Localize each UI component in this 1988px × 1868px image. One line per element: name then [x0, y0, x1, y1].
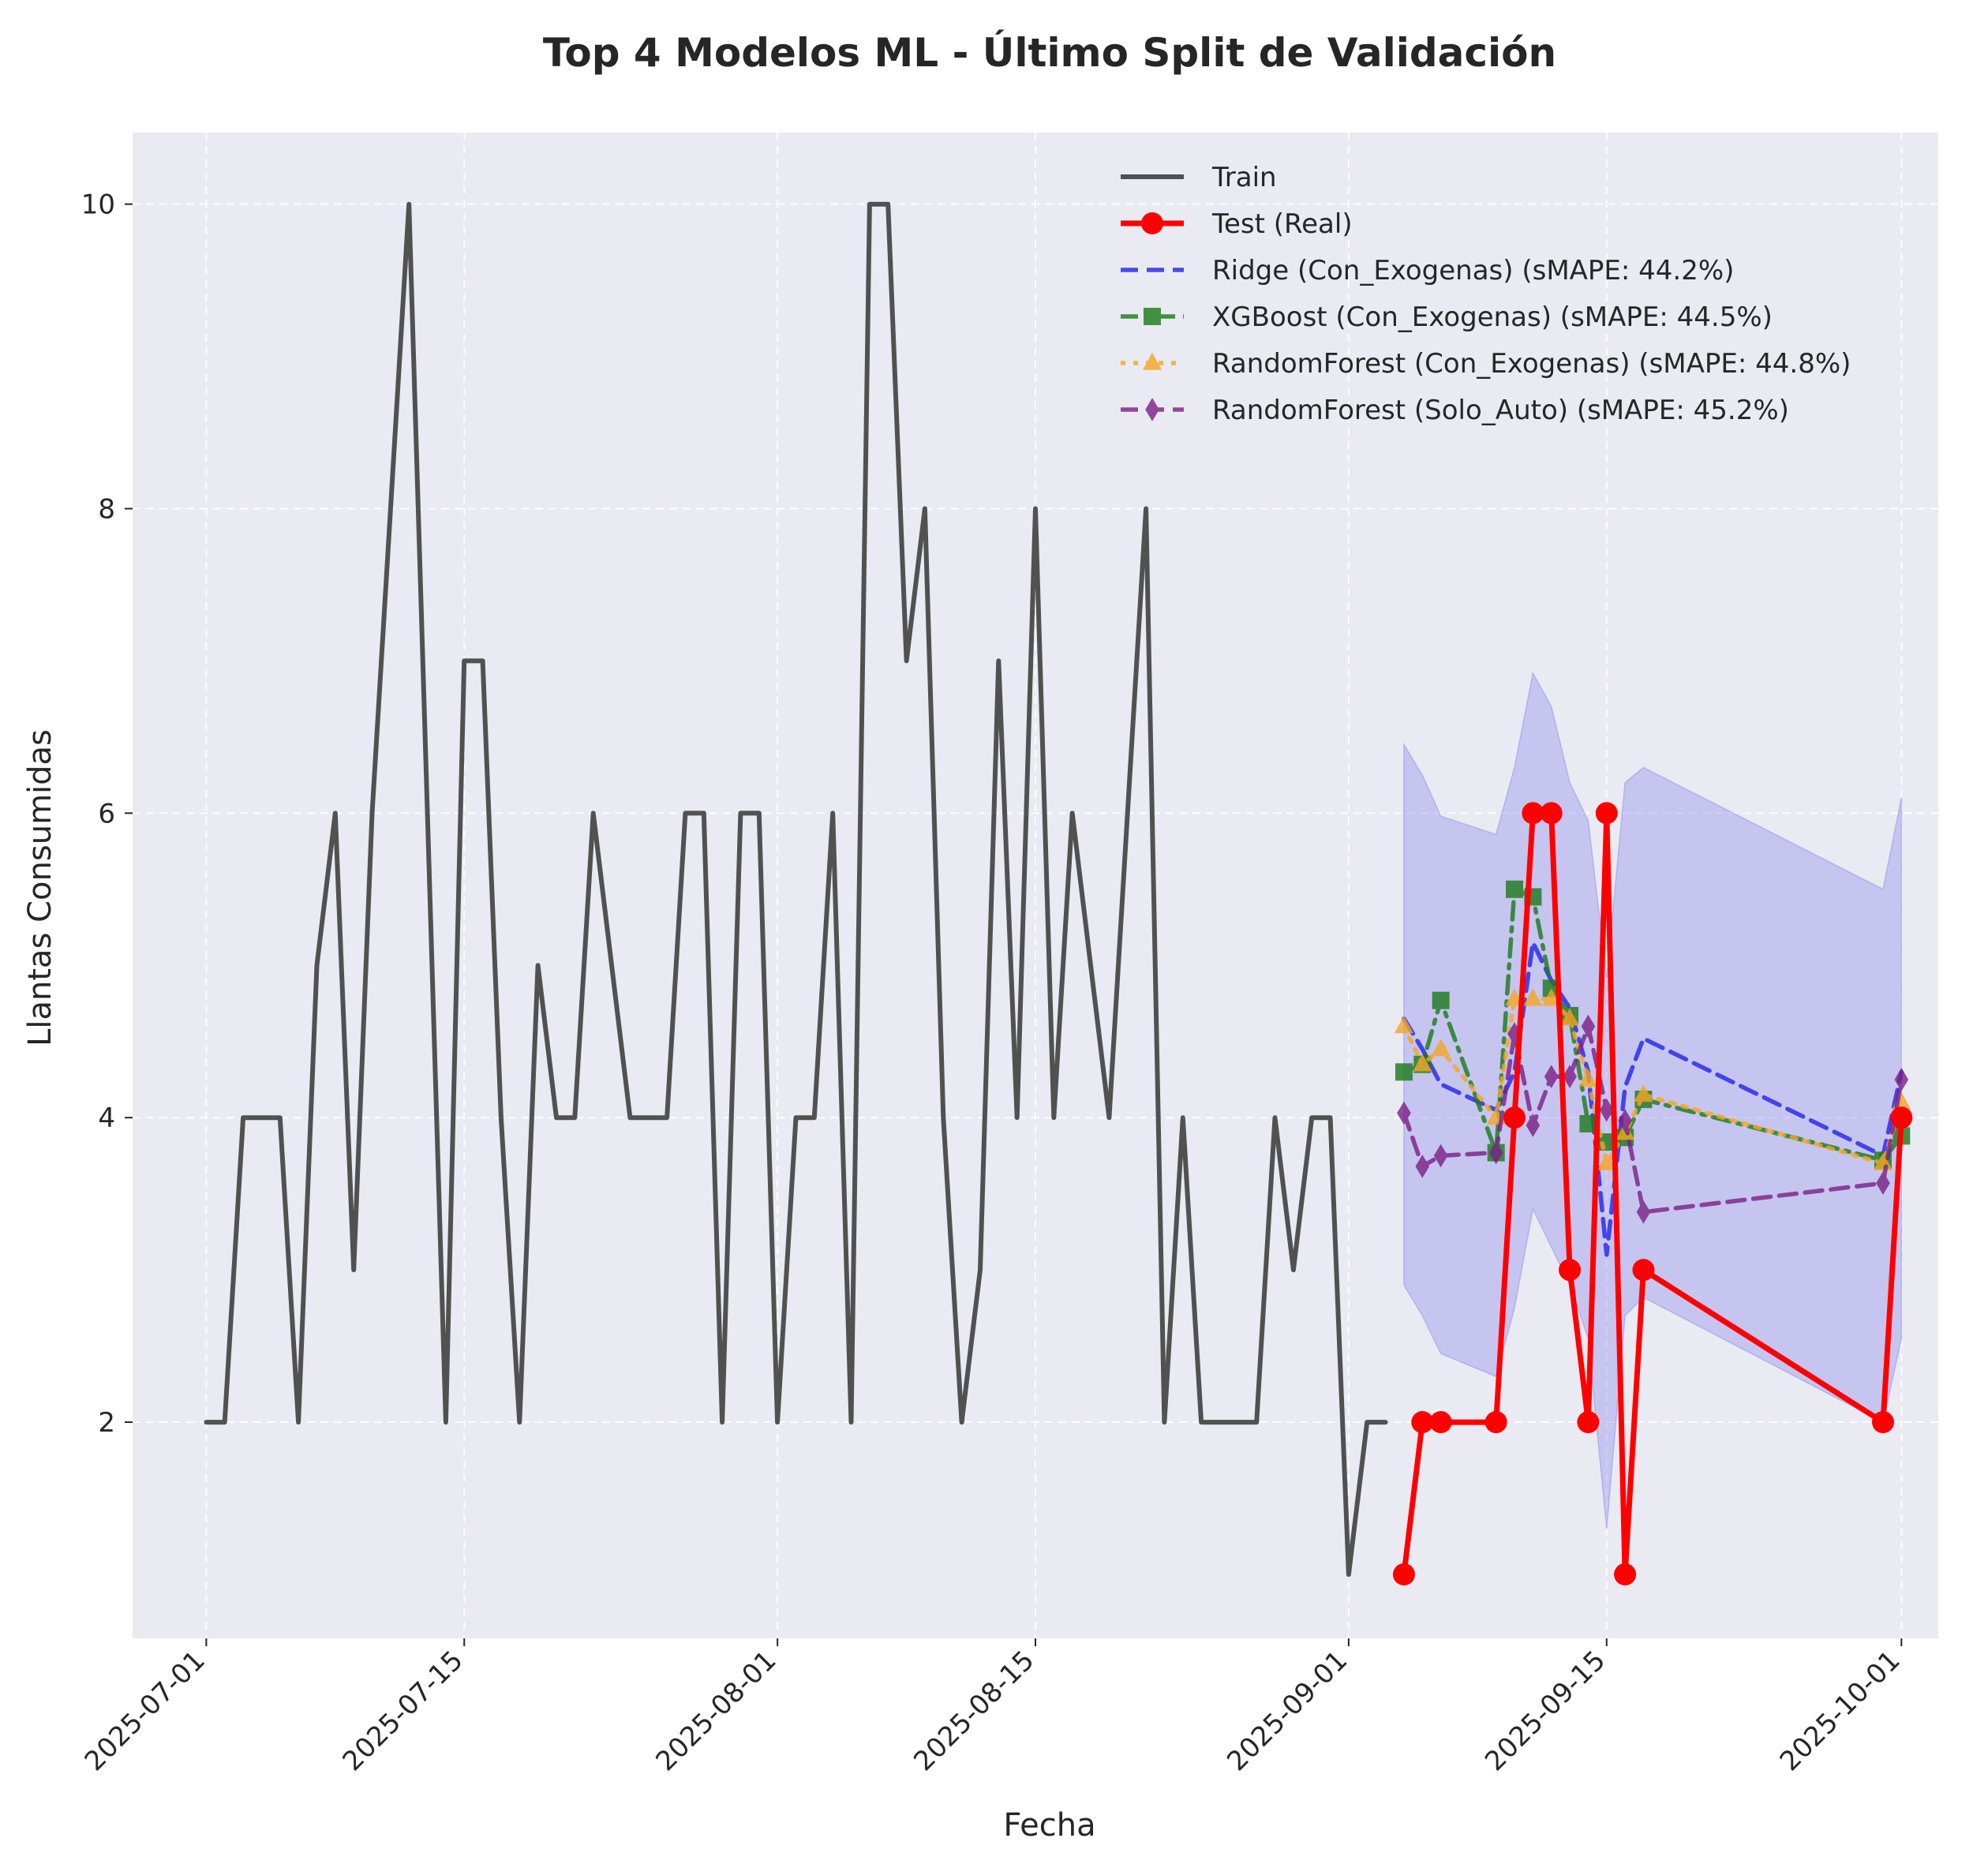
data-point-rf_auto [1563, 1065, 1577, 1088]
legend-label: XGBoost (Con_Exogenas) (sMAPE: 44.5%) [1212, 301, 1773, 333]
data-point-test [1577, 1411, 1600, 1434]
data-point-rf_exo [1394, 1016, 1414, 1034]
data-point-test [1890, 1106, 1913, 1129]
data-point-test [1559, 1259, 1582, 1282]
data-point-rf_exo [1413, 1054, 1432, 1072]
data-point-test [1871, 1411, 1894, 1434]
series-line-train [204, 201, 1388, 1577]
legend: Train Test (Real) Ridge (Con_Exogenas) (sM… [1121, 162, 1851, 426]
data-point-rf_auto [1894, 1068, 1909, 1091]
legend-marker-test [1141, 212, 1163, 234]
data-point-test [1540, 802, 1563, 825]
y-tick-label: 2 [98, 1407, 115, 1439]
data-point-rf_auto [1618, 1109, 1632, 1132]
data-point-rf_auto [1544, 1065, 1559, 1088]
data-point-rf_auto [1636, 1200, 1651, 1224]
legend-label: RandomForest (Con_Exogenas) (sMAPE: 44.8… [1212, 348, 1851, 380]
legend-label: Ridge (Con_Exogenas) (sMAPE: 44.2%) [1212, 255, 1734, 286]
data-point-test [1392, 1563, 1415, 1585]
legend-entry [1121, 308, 1184, 325]
series-train [204, 201, 1388, 1577]
data-point-test [1429, 1411, 1452, 1434]
data-point-rf_auto [1581, 1014, 1596, 1039]
data-point-xgboost [1395, 1063, 1413, 1081]
legend-label: Test (Real) [1211, 208, 1353, 240]
data-point-rf_auto [1397, 1101, 1411, 1125]
y-tick-label: 4 [98, 1102, 115, 1134]
data-point-rf_auto [1507, 1022, 1522, 1046]
y-axis-label: Llantas Consumidas [22, 729, 58, 1046]
data-point-test [1595, 802, 1618, 825]
data-point-test [1484, 1411, 1507, 1434]
legend-entry [1121, 212, 1184, 234]
y-tick-label: 8 [98, 494, 115, 526]
data-point-rf_exo [1541, 988, 1561, 1006]
data-point-rf_auto [1526, 1114, 1541, 1137]
data-point-rf_auto [1433, 1144, 1448, 1168]
data-point-rf_auto [1415, 1155, 1430, 1178]
data-point-xgboost [1579, 1114, 1597, 1132]
data-point-test [1503, 1106, 1526, 1129]
y-tick-label: 10 [81, 189, 115, 221]
chart-title: Top 4 Modelos ML - Último Split de Valid… [543, 29, 1556, 76]
legend-marker-rf_auto [1145, 398, 1159, 421]
legend-marker-xgboost [1144, 308, 1161, 325]
data-point-rf_auto [1876, 1171, 1890, 1196]
series-lines [204, 201, 1913, 1585]
legend-label: RandomForest (Solo_Auto) (sMAPE: 45.2%) [1212, 395, 1789, 426]
data-point-rf_exo [1578, 1069, 1598, 1087]
series-test [1392, 802, 1913, 1585]
data-point-test [1632, 1259, 1655, 1282]
data-point-test [1522, 802, 1544, 825]
data-point-xgboost [1432, 991, 1450, 1009]
data-point-rf_exo [1523, 988, 1543, 1006]
x-axis-label: Fecha [1003, 1807, 1095, 1844]
y-tick-label: 6 [98, 798, 115, 829]
legend-marker-rf_exo [1142, 352, 1162, 370]
legend-entry [1121, 398, 1184, 421]
data-point-test [1411, 1411, 1434, 1434]
data-point-rf_auto [1488, 1140, 1503, 1165]
legend-label: Train [1211, 162, 1277, 193]
data-point-test [1614, 1563, 1637, 1585]
data-point-rf_exo [1597, 1152, 1616, 1170]
data-point-rf_exo [1559, 1008, 1580, 1026]
data-point-rf_exo [1634, 1084, 1653, 1102]
legend-entry [1121, 352, 1184, 370]
data-point-rf_auto [1599, 1098, 1614, 1122]
data-point-xgboost [1506, 880, 1524, 898]
data-point-rf_exo [1431, 1039, 1451, 1057]
